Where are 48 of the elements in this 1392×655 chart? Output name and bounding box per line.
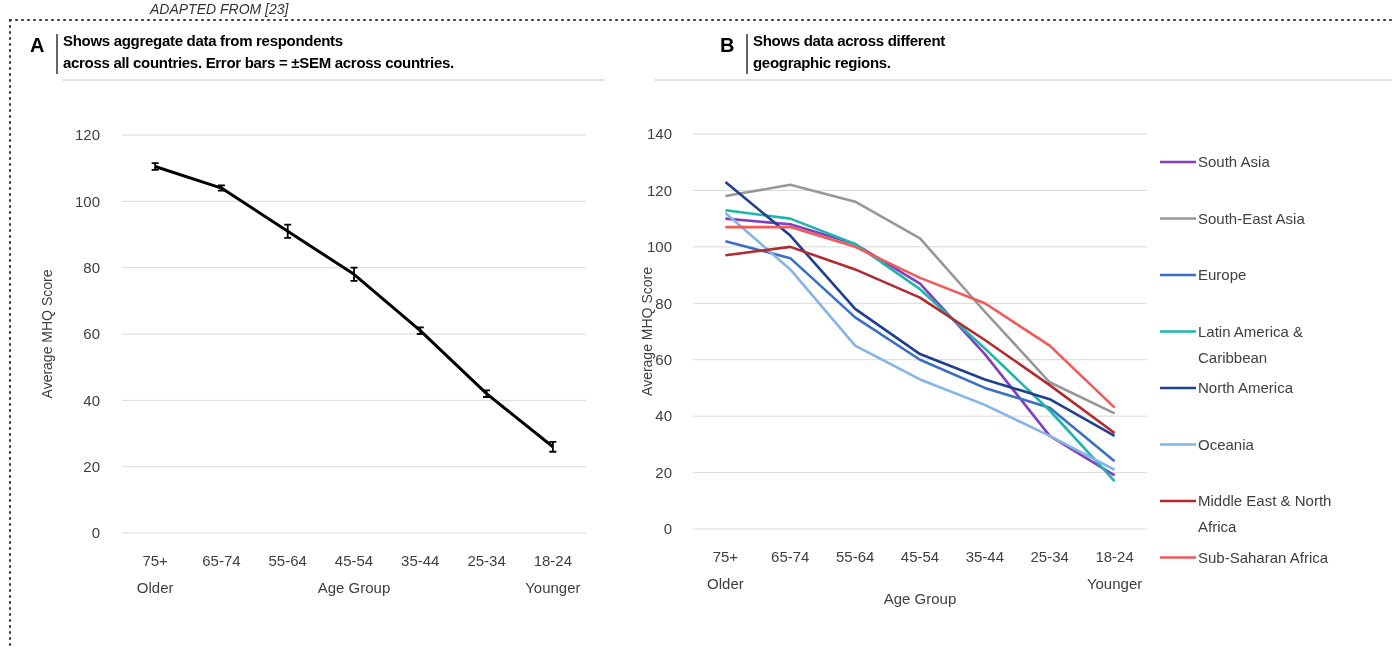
legend-label: Europe: [1198, 266, 1247, 283]
legend-label: Middle East & North Africa: [1198, 492, 1332, 535]
y-tick-label: 0: [91, 524, 100, 542]
x-tick-label: 75+ Older: [707, 548, 744, 592]
x-tick-label: 55-64: [268, 552, 307, 569]
y-tick-label: 40: [83, 391, 100, 409]
legend-label: North America: [1198, 379, 1294, 396]
x-tick-label: 45-54: [334, 552, 374, 569]
line-series: [724, 245, 1116, 435]
line-series: [724, 225, 1116, 409]
y-tick-label: 80: [655, 294, 672, 312]
x-tick-label: 35-44: [965, 548, 1005, 565]
y-tick-label: 100: [646, 238, 672, 256]
y-tick-label: 20: [83, 457, 100, 475]
y-tick-label: 60: [655, 350, 672, 368]
y-tick-label: 20: [655, 463, 672, 481]
legend-label: Latin America & Caribbean: [1198, 322, 1304, 366]
legend-label: Oceania: [1198, 435, 1255, 453]
y-tick-label: 0: [663, 520, 672, 538]
x-tick-label: 75+ Older: [136, 552, 174, 596]
y-tick-label: 60: [83, 325, 100, 343]
legend-label: South-East Asia: [1198, 209, 1306, 227]
y-axis-title: Average MHQ Score: [639, 266, 655, 396]
x-axis-title: Age Group: [317, 579, 391, 596]
y-tick-label: 140: [646, 125, 672, 143]
text: ADAPTED FROM [23]: [149, 1, 290, 17]
chart-title: A: [30, 34, 45, 56]
x-tick-label: 35-44: [401, 552, 440, 569]
x-tick-label: 55-64: [835, 548, 875, 565]
y-tick-label: 120: [646, 181, 672, 199]
x-tick-label: 25-34: [1030, 548, 1069, 565]
x-tick-label: 65-74: [202, 552, 241, 569]
x-tick-label: 25-34: [467, 552, 506, 569]
y-axis-title: Average MHQ Score: [39, 269, 55, 399]
x-axis-title: Age Group: [883, 590, 957, 607]
y-tick-label: 40: [655, 407, 672, 425]
x-tick-label: 18-24 Younger: [525, 552, 581, 596]
y-tick-label: 80: [83, 258, 100, 276]
x-tick-label: 18-24 Younger: [1086, 548, 1143, 592]
x-tick-label: 45-54: [900, 548, 940, 565]
x-tick-label: 65-74: [771, 548, 810, 565]
y-tick-label: 100: [74, 192, 100, 210]
legend-label: South Asia: [1198, 153, 1271, 170]
legend-label: Sub-Saharan Africa: [1198, 548, 1329, 566]
y-tick-label: 120: [74, 126, 100, 144]
chart-title: B: [720, 34, 735, 56]
chart-subtitle: Shows aggregate data from respondents across all countries. Error bars = ±SEM across countries.: [63, 32, 455, 71]
chart-subtitle: Shows data across different geographic regions.: [753, 32, 946, 71]
